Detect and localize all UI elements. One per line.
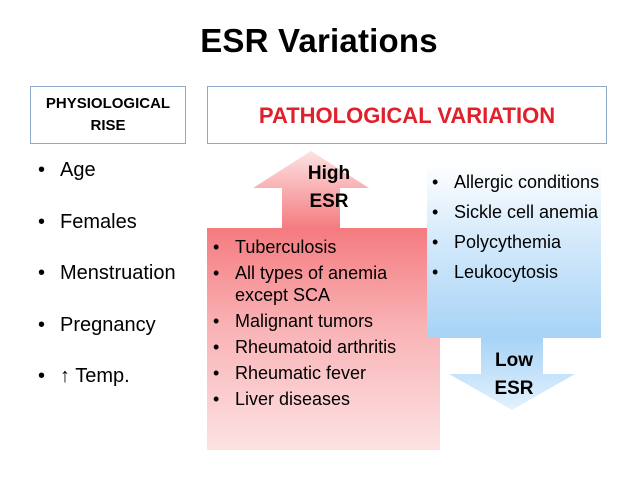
physiological-header-box: PHYSIOLOGICAL RISE (30, 86, 186, 144)
high-esr-label: High ESR (296, 160, 362, 216)
high-esr-list: Tuberculosis All types of anemia except … (213, 236, 443, 414)
list-item: ↑ Temp. (38, 362, 176, 414)
low-label-line2: ESR (494, 378, 534, 399)
list-item: Sickle cell anemia (432, 200, 600, 224)
list-item: Menstruation (38, 259, 176, 311)
high-label-line2: ESR (309, 191, 349, 212)
list-item: Liver diseases (213, 388, 443, 410)
pathological-header-box: PATHOLOGICAL VARIATION (207, 86, 607, 144)
list-item: Tuberculosis (213, 236, 443, 258)
physiological-header-line1: PHYSIOLOGICAL (45, 95, 171, 112)
list-item: Rheumatoid arthritis (213, 336, 443, 358)
list-item: Polycythemia (432, 230, 600, 254)
low-esr-list: Allergic conditions Sickle cell anemia P… (432, 170, 600, 290)
list-item: Pregnancy (38, 311, 176, 363)
physiological-list: Age Females Menstruation Pregnancy ↑ Tem… (38, 156, 176, 414)
low-label-line1: Low (495, 350, 533, 371)
high-label-line1: High (307, 163, 351, 184)
down-arrow-icon (449, 338, 575, 410)
physiological-header: PHYSIOLOGICAL RISE (31, 93, 185, 137)
list-item: Malignant tumors (213, 310, 443, 332)
list-item: Age (38, 156, 176, 208)
list-item: Allergic conditions (432, 170, 600, 194)
list-item: All types of anemia except SCA (213, 262, 443, 306)
physiological-header-line2: RISE (90, 117, 126, 134)
pathological-header: PATHOLOGICAL VARIATION (258, 103, 556, 128)
list-item: Leukocytosis (432, 260, 600, 284)
slide-title: ESR Variations (200, 22, 438, 59)
list-item: Rheumatic fever (213, 362, 443, 384)
up-arrow-icon (253, 151, 369, 229)
low-esr-label: Low ESR (481, 347, 547, 403)
list-item: Females (38, 208, 176, 260)
